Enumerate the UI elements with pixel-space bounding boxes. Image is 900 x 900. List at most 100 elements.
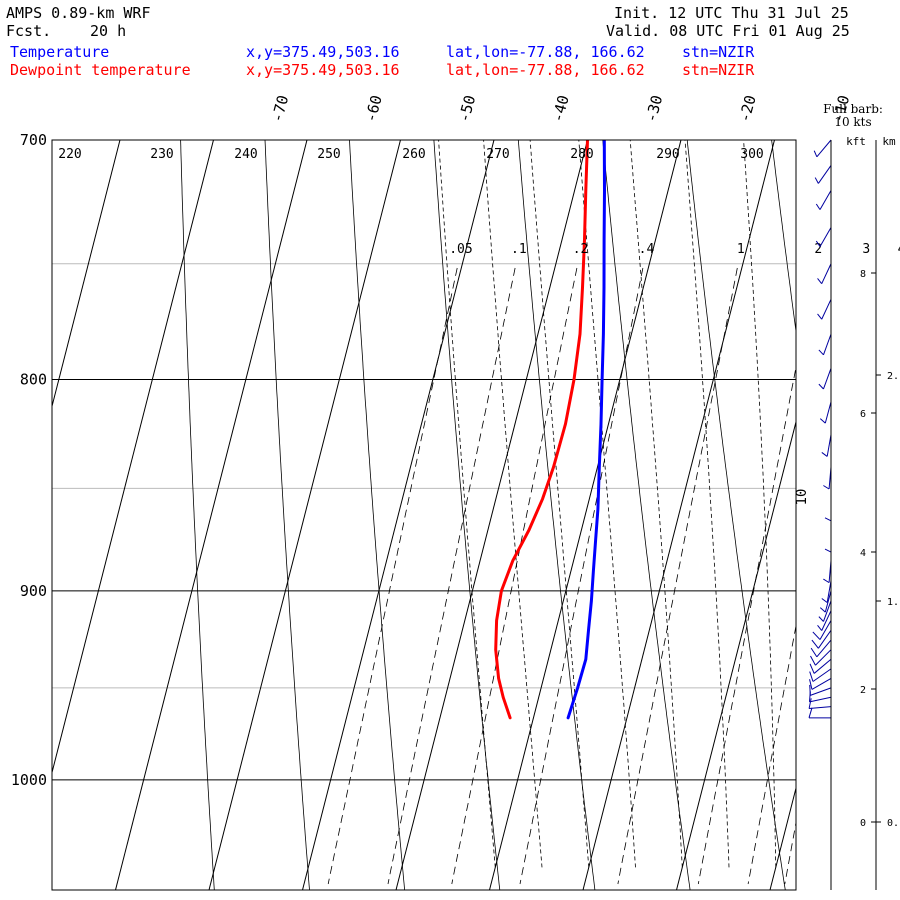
wind-barb-flag [821, 598, 828, 603]
isotherm [302, 140, 495, 890]
wind-barb-staff [826, 580, 832, 603]
mixing-ratio-label: .2 [573, 242, 589, 257]
wind-barb-flag [823, 485, 830, 490]
wind-barb-staff [823, 333, 832, 355]
mixing-ratio-line [327, 267, 458, 885]
mixing-ratio-label: 1 [737, 242, 745, 257]
wind-barb-flag [824, 548, 832, 553]
mixing-ratio-line [451, 267, 578, 885]
wind-barb-flag [809, 679, 813, 690]
wind-barb-staff [823, 600, 832, 622]
wind-barb-staff [817, 165, 832, 184]
pressure-tick-label: 800 [20, 371, 47, 389]
wind-barb-staff [821, 610, 832, 631]
wind-barb-staff [819, 190, 832, 210]
wind-barb-flag [818, 349, 824, 356]
forecast-hours: 20 h [90, 22, 127, 40]
dry-adiabat [349, 140, 405, 890]
background-grid [52, 140, 900, 890]
mixing-ratio-line [747, 623, 796, 885]
model-title: AMPS 0.89-km WRF [6, 4, 151, 22]
mixing-ratio-label: 3 [862, 242, 870, 257]
wind-barb-flag [809, 663, 815, 674]
plot-frame [51, 139, 797, 891]
isotherm [395, 140, 588, 890]
moist-adiabat [578, 140, 636, 868]
wind-barb-staff [817, 630, 832, 649]
wind-barb-staff [809, 706, 832, 710]
wind-barb-flag [819, 418, 826, 424]
theta-label: 260 [402, 147, 425, 162]
wind-barb-staff [821, 263, 832, 284]
wind-barb-flag [808, 698, 812, 709]
isotherm [52, 140, 121, 409]
isotherm [582, 140, 775, 890]
wind-barb-flag [809, 671, 814, 682]
km-tick-label: 0. [887, 818, 899, 829]
valid-time: Valid. 08 UTC Fri 01 Aug 25 [606, 22, 850, 40]
wind-barb-flag [810, 655, 816, 666]
dewpoint-latlon: lat,lon=-77.88, 166.62 [446, 61, 645, 79]
kft-tick-label: 0 [860, 818, 866, 829]
mixing-ratio-label: .05 [449, 242, 472, 257]
profile-lines [494, 140, 606, 720]
wind-barb-flag [814, 177, 819, 184]
wind-barb-flag [818, 383, 824, 390]
wind-barb-staff [819, 227, 832, 247]
dry-adiabat [771, 140, 796, 335]
wind-barb-flag [817, 278, 823, 285]
dry-adiabat [602, 140, 691, 890]
wind-barb-flag [823, 578, 830, 584]
wind-barb-staff [821, 299, 832, 320]
wind-barbs [808, 139, 832, 719]
moist-adiabat [483, 140, 543, 868]
isotherm [208, 140, 401, 890]
theta-label: 280 [570, 147, 593, 162]
temperature-tick-label: -60 [361, 93, 385, 124]
wind-barb-staff [816, 639, 832, 658]
temperature-station: stn=NZIR [682, 43, 755, 61]
isotherm [52, 140, 214, 775]
temperature-tick-label: -20 [735, 93, 759, 124]
kft-tick-label: 2 [860, 685, 866, 696]
dry-adiabat [264, 140, 310, 890]
wind-barb-staff [809, 696, 832, 703]
wind-barb-flag [815, 203, 821, 210]
wind-barb-flag [810, 647, 818, 658]
kft-tick-label: 4 [860, 548, 866, 559]
wind-barb-staff [812, 668, 832, 682]
mixing-ratio-label: .1 [511, 242, 527, 257]
theta-label: 270 [486, 147, 509, 162]
mixing-ratio-line [697, 365, 796, 885]
mixing-ratio-line [519, 267, 644, 885]
wind-barb-flag [818, 616, 824, 622]
mixing-ratio-line [784, 820, 796, 885]
kft-label: kft [846, 135, 866, 148]
theta-label: 300 [740, 147, 763, 162]
mixing-ratio-line [839, 268, 900, 884]
pressure-tick-label: 1000 [11, 771, 47, 789]
wind-barb-staff [824, 401, 832, 424]
wind-barb-staff [813, 658, 832, 674]
wind-barb-flag [809, 684, 811, 696]
wind-barb-flag [813, 150, 818, 158]
kft-tick-label: 6 [860, 409, 866, 420]
temperature-tick-label: -30 [642, 93, 666, 124]
temperature-tick-label: -50 [455, 93, 479, 124]
theta-label: 250 [317, 147, 340, 162]
wind-barb-staff [816, 139, 832, 158]
mixing-ratio-label: .4 [639, 242, 655, 257]
moist-adiabat [529, 140, 590, 868]
dry-adiabat [686, 140, 786, 890]
moist-adiabat [743, 140, 777, 868]
theta-label: 240 [234, 147, 257, 162]
km-tick-label: 1. [887, 597, 899, 608]
dewpoint-station: stn=NZIR [682, 61, 755, 79]
wind-barb-flag [819, 607, 826, 613]
pressure-tick-label: 900 [20, 582, 47, 600]
temperature-latlon: lat,lon=-77.88, 166.62 [446, 43, 645, 61]
km-label: km [882, 135, 896, 148]
mixing-ratio-line [617, 267, 738, 885]
wind-barb-staff [819, 620, 832, 640]
